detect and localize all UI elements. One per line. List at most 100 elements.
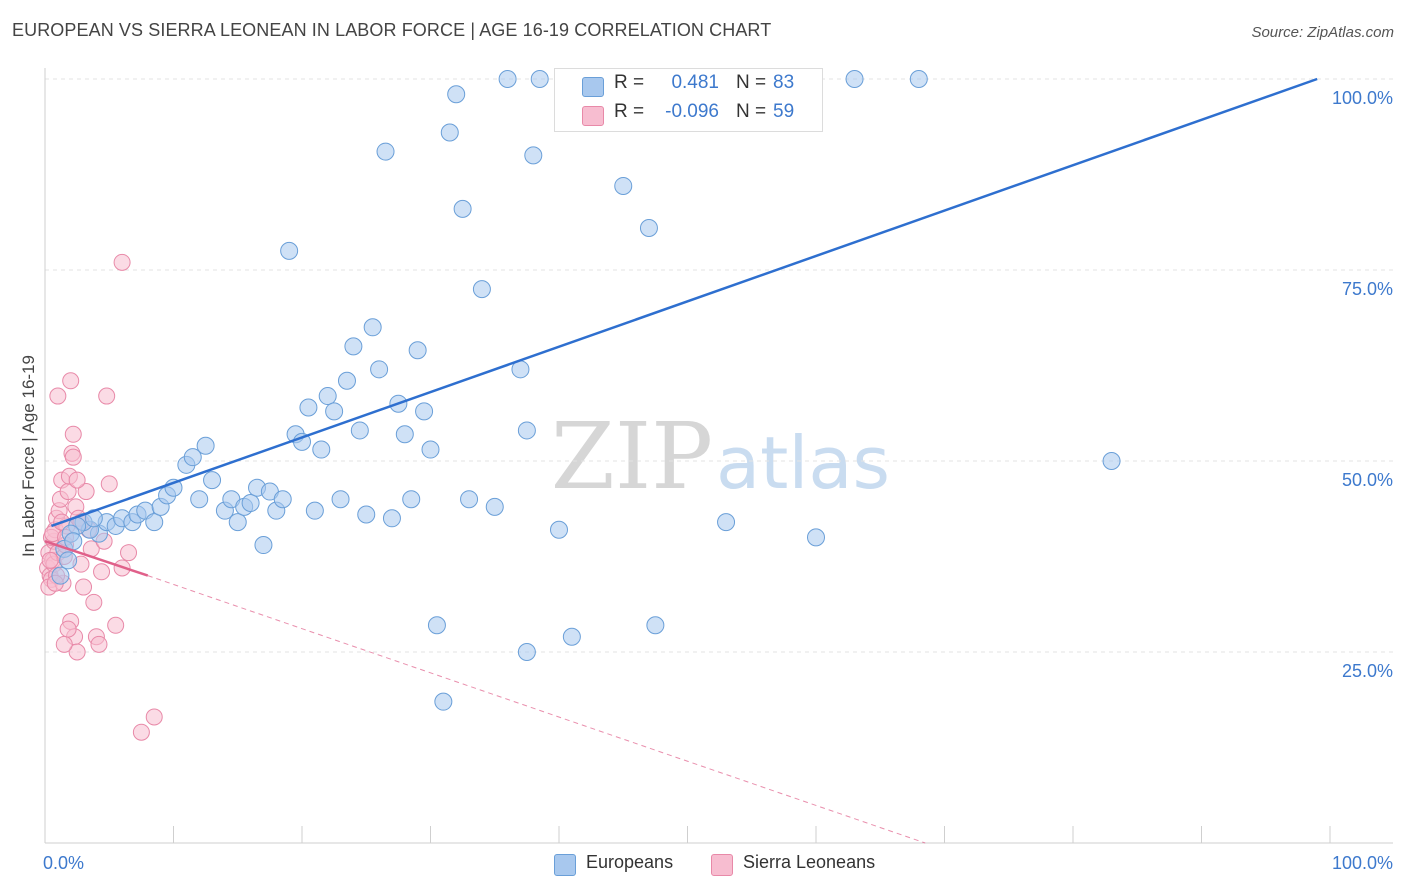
sierra-leonean-point — [100, 475, 118, 493]
european-point — [530, 70, 549, 88]
european-point — [447, 85, 466, 104]
european-point — [517, 421, 536, 440]
watermark-atlas: atlas — [716, 421, 890, 505]
sierra-leonean-point — [75, 578, 93, 596]
european-point — [639, 218, 658, 237]
european-point — [717, 513, 736, 532]
source-label: Source: ZipAtlas.com — [1251, 24, 1394, 41]
european-point — [203, 471, 222, 490]
european-point — [357, 505, 376, 524]
european-point — [453, 199, 472, 218]
europeans-legend-swatch — [554, 854, 576, 876]
european-point — [434, 692, 453, 711]
n-label: N = — [736, 72, 767, 93]
european-point — [562, 627, 581, 646]
sierra-leonean-point — [68, 471, 86, 489]
chart-title: EUROPEAN VS SIERRA LEONEAN IN LABOR FORC… — [12, 20, 772, 40]
european-point — [517, 643, 536, 661]
sierra-leonean-point — [120, 544, 138, 562]
stats-legend: R = 0.481 N = 83 R = -0.096 N = 59 — [554, 68, 823, 132]
sierra-leonean-point — [132, 723, 150, 741]
sierra-leonean-point — [113, 253, 131, 271]
legend-row-europeans: R = 0.481 N = 83 — [555, 72, 822, 102]
sierra-legend-swatch — [711, 854, 733, 876]
n-value: 59 — [773, 101, 795, 122]
european-point — [228, 513, 247, 532]
european-point — [183, 448, 202, 467]
n-value: 83 — [773, 72, 795, 93]
european-point — [241, 494, 260, 513]
x-tick-label: 100.0% — [1332, 853, 1393, 873]
sierra-leonean-point — [55, 635, 73, 653]
european-point — [845, 70, 864, 88]
y-tick-label: 100.0% — [1332, 88, 1393, 108]
european-point — [318, 387, 337, 406]
european-point — [415, 402, 434, 421]
sierra-leonean-point — [77, 483, 95, 501]
sierra-leonean-point — [68, 643, 86, 661]
european-point — [550, 520, 568, 539]
european-point — [498, 70, 517, 88]
european-point — [254, 536, 273, 555]
european-point — [370, 360, 389, 379]
european-point — [614, 176, 633, 195]
european-point — [344, 337, 363, 356]
sierra-leonean-point — [59, 620, 77, 638]
sierra-leonean-point — [93, 563, 111, 581]
european-point — [524, 146, 543, 165]
r-label: R = — [614, 101, 645, 122]
european-point — [273, 490, 292, 509]
sierra-trend-line — [44, 540, 149, 577]
european-point — [421, 440, 440, 459]
sierra-leonean-point — [85, 593, 103, 611]
europeans-legend-label: Europeans — [586, 852, 674, 872]
european-point — [427, 616, 446, 635]
european-point — [440, 123, 459, 142]
sierra-leonean-point — [41, 551, 59, 569]
sierra-leonean-point — [49, 387, 67, 405]
european-point — [472, 280, 491, 299]
european-point — [331, 490, 350, 509]
european-point — [807, 528, 825, 547]
european-point — [460, 490, 479, 509]
european-point — [382, 509, 401, 528]
european-point — [646, 616, 665, 635]
sierra-swatch — [582, 106, 604, 126]
european-point — [299, 398, 318, 417]
european-point — [64, 532, 83, 551]
sierra-leonean-point — [107, 616, 125, 634]
legend-row-sierra: R = -0.096 N = 59 — [555, 101, 822, 131]
european-point — [395, 425, 414, 444]
european-point — [408, 341, 427, 360]
sierra-leonean-point — [145, 708, 163, 726]
european-point — [305, 501, 324, 520]
european-point — [190, 490, 209, 509]
europeans-swatch — [582, 77, 604, 97]
n-label: N = — [736, 101, 767, 122]
european-point — [51, 566, 70, 585]
sierra-leonean-point — [64, 448, 82, 466]
r-value: 0.481 — [671, 72, 719, 93]
european-point — [363, 318, 382, 337]
sierra-leonean-point — [98, 387, 116, 405]
y-tick-label: 25.0% — [1342, 661, 1393, 681]
sierra-trend-extension — [147, 575, 926, 844]
x-tick-label: 0.0% — [43, 853, 84, 873]
watermark-zip: ZIP — [551, 403, 713, 510]
y-tick-label: 50.0% — [1342, 470, 1393, 490]
european-point — [196, 436, 215, 455]
european-point — [1102, 452, 1121, 470]
sierra-legend-label: Sierra Leoneans — [743, 852, 876, 872]
european-point — [312, 440, 331, 459]
european-point — [280, 241, 299, 260]
european-point — [350, 421, 369, 440]
y-axis-label: In Labor Force | Age 16-19 — [19, 355, 38, 557]
european-point — [337, 371, 356, 390]
sierra-leonean-point — [62, 372, 80, 390]
sierra-leonean-point — [64, 425, 82, 443]
r-label: R = — [614, 72, 645, 93]
european-point — [402, 490, 421, 509]
european-point — [909, 70, 928, 88]
sierra-leonean-point — [90, 635, 108, 653]
